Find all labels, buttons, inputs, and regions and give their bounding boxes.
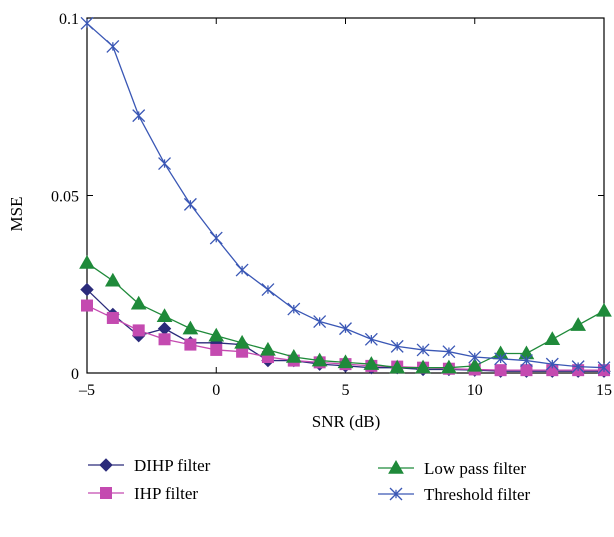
legend-marker [100,487,112,499]
data-point [364,332,378,346]
data-point [182,320,199,335]
data-point [156,308,173,322]
legend-item: DIHP filter [88,456,211,475]
legend-marker [99,458,113,472]
data-point [210,343,223,356]
data-point [287,302,301,316]
data-point [441,359,457,374]
data-point [571,360,585,374]
data-point [208,327,225,342]
series-threshold-filter [80,16,611,375]
data-point [339,322,352,336]
data-point [416,343,430,357]
legend-marker [388,459,404,474]
y-axis-label: MSE [7,197,26,232]
series-low-pass-filter [79,254,612,374]
data-point [106,311,119,324]
data-point [157,321,172,336]
y-tick-label: 0 [71,366,79,383]
data-point [184,338,197,351]
data-point [519,354,533,368]
data-point [183,197,197,211]
data-point [545,357,559,371]
legend: DIHP filter IHP filter Low pass filter Thre… [88,456,531,504]
data-point [79,254,95,269]
data-point [234,334,250,349]
data-point [596,302,612,317]
data-point [261,283,275,297]
data-point [285,349,302,363]
legend-label: Threshold filter [424,485,531,504]
x-tick-label: 5 [342,382,350,399]
data-point [520,364,533,377]
data-point [130,295,147,310]
data-point [132,324,145,337]
legend-item: Threshold filter [378,485,531,504]
data-point [390,339,404,353]
data-point [389,359,406,374]
x-tick-label: 15 [596,382,612,399]
x-tick-label: –5 [78,382,95,399]
data-point [235,263,249,277]
data-point [158,333,171,346]
data-point [337,354,354,369]
x-tick-label: 10 [467,382,483,399]
data-point [494,352,508,366]
data-point [132,109,146,123]
legend-marker [389,487,403,501]
data-point [415,359,431,374]
legend-label: Low pass filter [424,459,526,478]
data-point [570,317,587,331]
y-tick-label: 0.05 [51,189,79,206]
legend-label: IHP filter [134,484,198,503]
data-point [80,282,94,297]
data-point [106,39,120,53]
data-point [311,352,328,367]
y-tick-label: 0.1 [59,11,79,28]
data-point [544,331,561,346]
legend-item: IHP filter [88,484,198,503]
data-point [104,272,121,287]
x-tick-label: 0 [212,382,220,399]
data-point [597,361,611,375]
data-point [494,364,507,377]
data-point [466,357,483,372]
data-point [442,345,456,359]
data-point [313,315,327,328]
legend-label: DIHP filter [134,456,211,475]
data-point [260,341,276,356]
x-axis-label: SNR (dB) [312,412,380,431]
data-point [81,299,93,312]
data-point [158,157,172,171]
legend-item: Low pass filter [378,459,526,478]
data-point [80,16,94,30]
data-point [363,356,380,370]
data-point [468,350,482,364]
data-point [209,231,223,245]
